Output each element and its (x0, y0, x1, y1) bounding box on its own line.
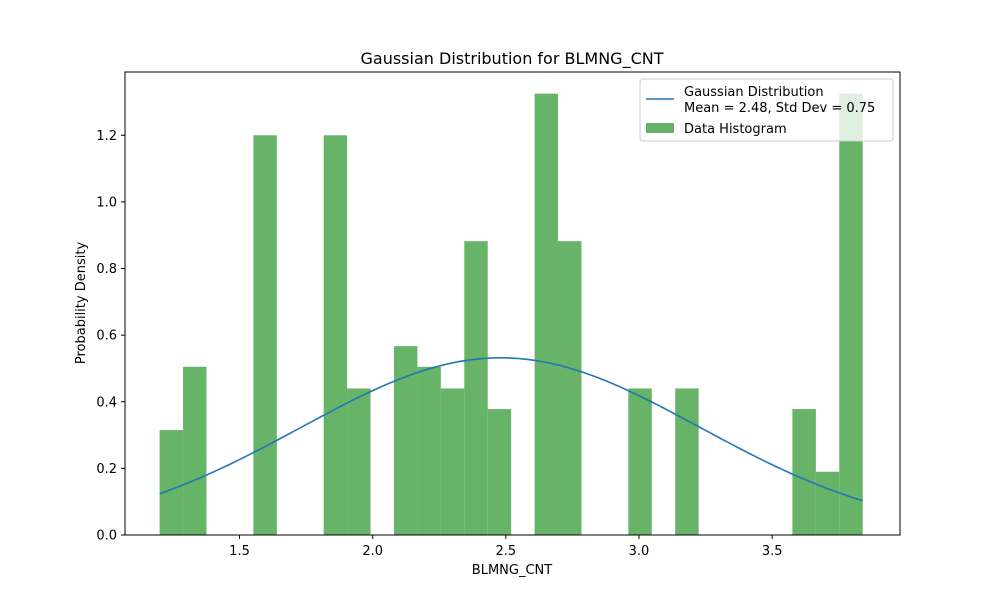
legend-histogram-label: Data Histogram (684, 122, 787, 137)
legend: Gaussian Distribution Mean = 2.48, Std D… (639, 78, 894, 142)
legend-gaussian-label-line2: Mean = 2.48, Std Dev = 0.75 (684, 101, 875, 116)
histogram-bar (534, 93, 559, 536)
legend-gaussian-label-line1: Gaussian Distribution (684, 85, 824, 100)
x-axis-label: BLMNG_CNT (472, 563, 552, 578)
chart-title: Gaussian Distribution for BLMNG_CNT (361, 49, 664, 69)
histogram-bar (675, 388, 699, 535)
x-tick-label: 2.0 (362, 544, 383, 559)
histogram-bar (159, 430, 184, 535)
histogram-bar (487, 409, 512, 535)
histogram-bar (628, 388, 652, 535)
y-tick-label: 0.6 (96, 329, 117, 344)
y-tick-label: 0.4 (96, 395, 117, 410)
legend-histogram-swatch (646, 123, 674, 133)
histogram-bar (323, 135, 348, 535)
x-axis-ticks: 1.5 2.0 2.5 3.0 3.5 (229, 535, 783, 559)
plot-frame (124, 71, 901, 536)
y-axis-label: Probability Density (74, 242, 89, 365)
histogram-bar (393, 346, 418, 535)
y-tick-label: 0.2 (96, 462, 117, 477)
histogram-bar (417, 366, 441, 535)
y-tick-label: 1.2 (96, 129, 117, 144)
histogram-bar (558, 241, 582, 535)
histogram-bar (792, 409, 816, 535)
y-axis-ticks: 0.0 0.2 0.4 0.6 0.8 1.0 1.2 (96, 129, 125, 544)
x-tick-label: 3.0 (629, 544, 650, 559)
histogram-bar (464, 241, 488, 535)
histogram-bars (159, 93, 863, 536)
x-tick-label: 2.5 (495, 544, 516, 559)
histogram-bar (183, 366, 207, 535)
legend-box (639, 78, 894, 142)
gaussian-curve (159, 357, 863, 502)
histogram-bar (440, 388, 465, 535)
histogram-bar (839, 93, 863, 536)
histogram-bar (815, 471, 840, 535)
y-tick-label: 0.0 (96, 529, 117, 544)
histogram-bar (347, 388, 371, 535)
x-tick-label: 3.5 (762, 544, 783, 559)
y-tick-label: 1.0 (96, 195, 117, 210)
x-tick-label: 1.5 (229, 544, 250, 559)
histogram-bar (253, 135, 277, 535)
y-tick-label: 0.8 (96, 262, 117, 277)
